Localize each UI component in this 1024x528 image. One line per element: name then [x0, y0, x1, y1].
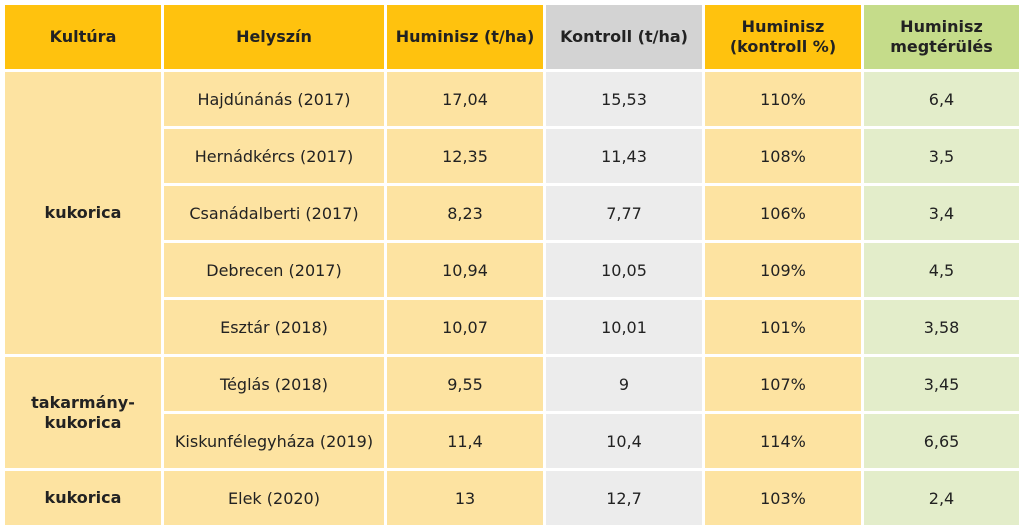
pct-cell: 106% [705, 186, 861, 240]
table-row: Csanádalberti (2017) 8,23 7,77 106% 3,4 [5, 186, 1019, 240]
helyszin-cell: Debrecen (2017) [164, 243, 384, 297]
megterules-cell: 3,58 [864, 300, 1019, 354]
kontroll-cell: 12,7 [546, 471, 702, 525]
kontroll-cell: 15,53 [546, 72, 702, 126]
kontroll-cell: 11,43 [546, 129, 702, 183]
table-row: Hernádkércs (2017) 12,35 11,43 108% 3,5 [5, 129, 1019, 183]
megterules-cell: 3,45 [864, 357, 1019, 411]
kontroll-cell: 10,01 [546, 300, 702, 354]
pct-cell: 103% [705, 471, 861, 525]
header-huminisz-kontroll-line1: Huminisz [741, 17, 825, 36]
helyszin-cell: Hernádkércs (2017) [164, 129, 384, 183]
table-row: takarmány- kukorica Téglás (2018) 9,55 9… [5, 357, 1019, 468]
pct-cell: 108% [705, 129, 861, 183]
helyszin-cell: Csanádalberti (2017) [164, 186, 384, 240]
helyszin-cell: Kiskunfélegyháza (2019) [164, 414, 384, 468]
huminisz-cell: 10,07 [387, 300, 543, 354]
megterules-cell: 4,5 [864, 243, 1019, 297]
megterules-cell: 2,4 [864, 471, 1019, 525]
header-megterules-line1: Huminisz [900, 17, 983, 36]
table-row: Esztár (2018) 10,07 10,01 101% 3,58 [5, 300, 1019, 354]
header-megterules-line2: megtérülés [890, 37, 993, 56]
kontroll-cell: 10,05 [546, 243, 702, 297]
pct-cell: 101% [705, 300, 861, 354]
pct-cell: 107% [705, 357, 861, 411]
header-huminisz: Huminisz (t/ha) [387, 5, 543, 69]
header-kontroll: Kontroll (t/ha) [546, 5, 702, 69]
huminisz-cell: 12,35 [387, 129, 543, 183]
kontroll-cell: 10,4 [546, 414, 702, 468]
huminisz-cell: 17,04 [387, 72, 543, 126]
kontroll-cell: 9 [546, 357, 702, 411]
kultura-line1: takarmány- [31, 392, 135, 412]
megterules-cell: 3,4 [864, 186, 1019, 240]
huminisz-cell: 13 [387, 471, 543, 525]
kultura-cell: kukorica [5, 471, 161, 525]
helyszin-cell: Hajdúnánás (2017) [164, 72, 384, 126]
kultura-line2: kukorica [44, 412, 122, 432]
huminisz-cell: 8,23 [387, 186, 543, 240]
megterules-cell: 3,5 [864, 129, 1019, 183]
kultura-cell: kukorica [5, 72, 161, 354]
pct-cell: 110% [705, 72, 861, 126]
pct-cell: 114% [705, 414, 861, 468]
header-huminisz-kontroll-line2: (kontroll %) [729, 37, 837, 56]
table-row: kukorica Elek (2020) 13 12,7 103% 2,4 [5, 471, 1019, 525]
table-row: Kiskunfélegyháza (2019) 11,4 10,4 114% 6… [5, 414, 1019, 468]
header-helyszin: Helyszín [164, 5, 384, 69]
header-megterules: Huminisz megtérülés [864, 5, 1019, 69]
kontroll-cell: 7,77 [546, 186, 702, 240]
megterules-cell: 6,65 [864, 414, 1019, 468]
helyszin-cell: Esztár (2018) [164, 300, 384, 354]
huminisz-cell: 9,55 [387, 357, 543, 411]
helyszin-cell: Téglás (2018) [164, 357, 384, 411]
huminisz-cell: 11,4 [387, 414, 543, 468]
header-row: Kultúra Helyszín Huminisz (t/ha) Kontrol… [5, 5, 1019, 69]
table-row: kukorica Hajdúnánás (2017) 17,04 15,53 1… [5, 72, 1019, 354]
megterules-cell: 6,4 [864, 72, 1019, 126]
table-row: Debrecen (2017) 10,94 10,05 109% 4,5 [5, 243, 1019, 297]
header-kultura: Kultúra [5, 5, 161, 69]
kultura-cell: takarmány- kukorica [5, 357, 161, 468]
header-huminisz-kontroll-pct: Huminisz (kontroll %) [705, 5, 861, 69]
helyszin-cell: Elek (2020) [164, 471, 384, 525]
pct-cell: 109% [705, 243, 861, 297]
huminisz-cell: 10,94 [387, 243, 543, 297]
